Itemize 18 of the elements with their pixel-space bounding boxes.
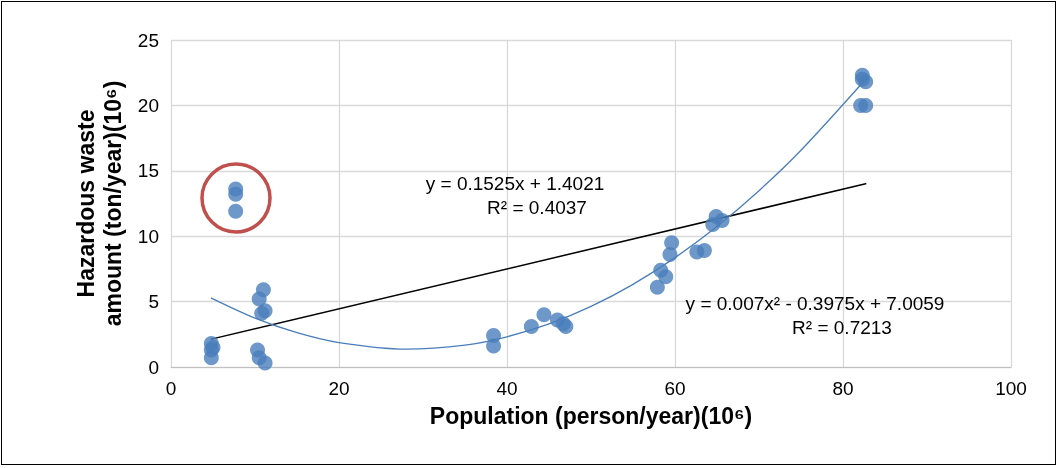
x-tick-label: 60 <box>664 378 686 399</box>
x-axis-title: Population (person/year)(10⁶) <box>429 403 753 430</box>
annotation: y = 0.007x² - 0.3975x + 7.0059 <box>685 292 945 314</box>
y-tick-label: 0 <box>148 356 159 378</box>
y-tick-label: 25 <box>137 29 159 51</box>
annotation: y = 0.1525x + 1.4021 <box>425 172 605 194</box>
x-tick-label: 80 <box>832 378 854 399</box>
y-tick-label: 20 <box>137 94 159 116</box>
x-tick-label: 40 <box>496 378 518 399</box>
y-axis-title: Hazardous waste amount (ton/year)(10⁶) <box>73 80 127 327</box>
y-tick-label: 10 <box>137 225 159 247</box>
annotation: R² = 0.7213 <box>792 316 892 338</box>
x-tick-label: 0 <box>165 378 177 399</box>
y-tick-label: 5 <box>148 291 159 313</box>
annotation: R² = 0.4037 <box>487 196 587 218</box>
x-tick-label: 100 <box>995 378 1027 399</box>
x-tick-label: 20 <box>328 378 350 399</box>
y-tick-label: 15 <box>137 160 159 182</box>
